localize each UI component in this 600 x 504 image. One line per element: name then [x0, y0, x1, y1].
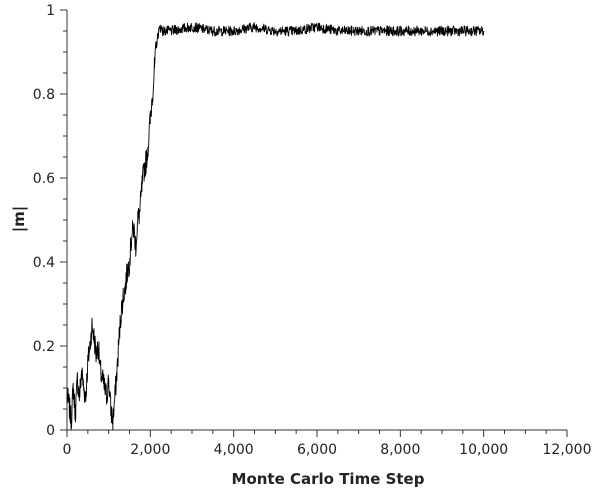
axes: 0 2,000 4,000 6,000 8,000 10,000 12,000 0 0.2 0.4…: [33, 3, 592, 458]
x-tick-label: 6,000: [297, 442, 337, 458]
x-tick-label: 0: [63, 442, 72, 458]
x-tick-label: 4,000: [214, 442, 254, 458]
x-tick-label: 8,000: [380, 442, 420, 458]
x-tick-label: 2,000: [130, 442, 170, 458]
y-tick-label: 0: [46, 423, 55, 439]
series-layer: [66, 22, 485, 431]
series-line: [66, 22, 485, 431]
x-tick-label: 10,000: [459, 442, 508, 458]
x-axis-title: Monte Carlo Time Step: [232, 470, 425, 488]
y-tick-label: 0.6: [33, 171, 55, 187]
x-tick-label: 12,000: [543, 442, 592, 458]
y-tick-label: 0.8: [33, 87, 55, 103]
y-tick-label: 0.2: [33, 339, 55, 355]
y-tick-label: 0.4: [33, 255, 55, 271]
y-tick-label: 1: [46, 3, 55, 19]
y-axis-title: |m|: [10, 206, 29, 233]
